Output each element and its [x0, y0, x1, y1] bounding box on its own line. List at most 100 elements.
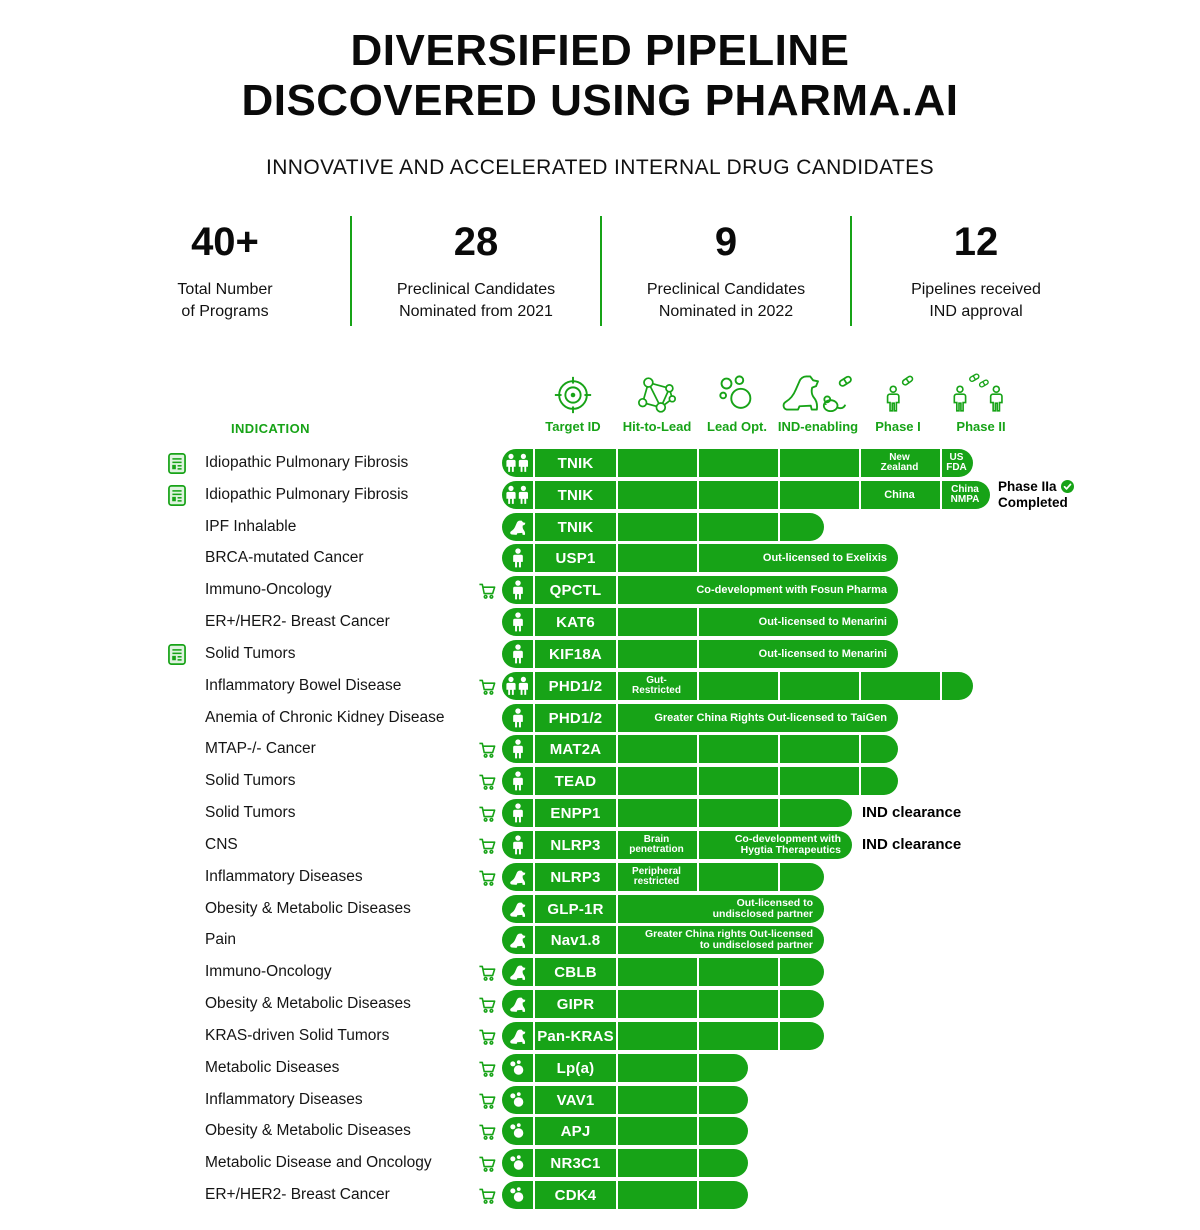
stat-value: 12 — [953, 220, 999, 264]
bar-annotation: Out-licensed to Menarini — [758, 648, 887, 660]
phase-column-0: Target ID — [518, 370, 628, 434]
person-icon — [502, 799, 533, 827]
status-text: IND clearance — [862, 836, 962, 853]
stage-divider — [533, 608, 535, 636]
stage-divider — [533, 990, 535, 1018]
indication-label: Inflammatory Diseases — [205, 1091, 363, 1108]
cart-icon — [478, 1122, 498, 1142]
bar-annotation: New Zealand — [880, 451, 919, 473]
phase-column-label: Phase I — [875, 419, 921, 434]
molecules-icon — [502, 1054, 533, 1082]
pipeline-bar: TEAD — [502, 767, 898, 795]
indication-label: BRCA-mutated Cancer — [205, 549, 364, 566]
pipeline-bar: VAV1 — [502, 1086, 748, 1114]
phase2a-completed-status: Phase IIa Completed — [998, 479, 1074, 511]
phase-column-5: Phase II — [926, 370, 1036, 434]
stat-value: 28 — [453, 220, 499, 264]
pipeline-bar: NLRP3 Peripheral restricted — [502, 863, 824, 891]
stat-item-0: 40+ Total Number of Programs — [100, 216, 350, 326]
target-label: NR3C1 — [550, 1154, 601, 1172]
target-label: NLRP3 — [550, 836, 601, 854]
stage-divider — [697, 1054, 699, 1082]
pipeline-bar: USP1 Out-licensed to Exelixis — [502, 544, 898, 572]
stage-divider — [859, 767, 861, 795]
molecules-icon — [502, 1149, 533, 1177]
person-icon — [502, 576, 533, 604]
stage-divider — [778, 735, 780, 763]
status-line: Phase IIa — [998, 479, 1074, 495]
target-label: CBLB — [554, 963, 597, 981]
indication-label: Immuno-Oncology — [205, 581, 332, 598]
indication-label: Solid Tumors — [205, 645, 296, 662]
pipeline-bar: APJ — [502, 1117, 748, 1145]
cart-icon — [478, 1091, 498, 1111]
pipeline-bar: NR3C1 — [502, 1149, 748, 1177]
indication-label: Inflammatory Diseases — [205, 868, 363, 885]
pipeline-bar: PHD1/2 Gut- Restricted — [502, 672, 973, 700]
target-label: QPCTL — [549, 581, 602, 599]
person-icon — [502, 544, 533, 572]
stage-divider — [533, 863, 535, 891]
status-text: IND clearance — [862, 804, 962, 821]
stage-divider — [533, 513, 535, 541]
stat-label: Preclinical Candidates Nominated from 20… — [396, 281, 556, 320]
pipeline-bar: Pan-KRAS — [502, 1022, 824, 1050]
stage-divider — [616, 1181, 618, 1209]
target-id-icon — [518, 370, 628, 416]
target-label: USP1 — [555, 549, 596, 567]
stage-divider — [616, 640, 618, 668]
stage-divider — [859, 672, 861, 700]
stage-divider — [533, 799, 535, 827]
indication-label: Obesity & Metabolic Diseases — [205, 1122, 411, 1139]
two-person-icon — [502, 449, 533, 477]
cart-icon — [478, 1027, 498, 1047]
target-label: GLP-1R — [547, 900, 604, 918]
stage-divider — [533, 831, 535, 859]
indication-label: Metabolic Diseases — [205, 1059, 340, 1076]
indication-label: Solid Tumors — [205, 804, 296, 821]
cart-icon — [478, 581, 498, 601]
stage-divider — [697, 767, 699, 795]
stage-divider — [778, 863, 780, 891]
stage-divider — [697, 990, 699, 1018]
target-label: KAT6 — [556, 613, 595, 631]
status-line: Completed — [998, 495, 1068, 510]
stage-divider — [697, 672, 699, 700]
pipeline-bar: KAT6 Out-licensed to Menarini — [502, 608, 898, 636]
target-label: TNIK — [557, 486, 594, 504]
stage-divider — [533, 895, 535, 923]
stat-value: 9 — [714, 220, 738, 264]
target-label: APJ — [560, 1122, 591, 1140]
stage-divider — [778, 672, 780, 700]
phase-column-4: Phase I — [843, 370, 953, 434]
stage-divider — [533, 767, 535, 795]
pipeline-bar: GLP-1R Out-licensed to undisclosed partne… — [502, 895, 824, 923]
stage-divider — [533, 576, 535, 604]
pipeline-bar: PHD1/2 Greater China Rights Out-licensed … — [502, 704, 898, 732]
stage-divider — [533, 926, 535, 954]
stage-divider — [616, 799, 618, 827]
phase-column-2: Lead Opt. — [682, 370, 792, 434]
stage-divider — [697, 863, 699, 891]
stage-divider — [616, 608, 618, 636]
stage-divider — [533, 1022, 535, 1050]
bar-annotation: Greater China Rights Out-licensed to Tai… — [654, 712, 887, 724]
phase1-icon — [843, 370, 953, 416]
pipeline-bar: CDK4 — [502, 1181, 748, 1209]
stage-divider — [616, 926, 618, 954]
stage-divider — [533, 704, 535, 732]
stat-label: Total Number of Programs — [177, 281, 273, 320]
target-label: MAT2A — [549, 740, 602, 758]
stage-divider — [616, 544, 618, 572]
stage-divider — [697, 640, 699, 668]
stage-divider — [533, 1181, 535, 1209]
stage-divider — [616, 1054, 618, 1082]
phase2-icon — [926, 370, 1036, 416]
bar-annotation: Co-development with Hygtia Therapeutics — [734, 832, 841, 856]
stage-divider — [616, 767, 618, 795]
stage-divider — [533, 672, 535, 700]
pipeline-bar: TNIK New Zealand US FDA — [502, 449, 973, 477]
stage-divider — [940, 672, 942, 700]
stage-divider — [616, 672, 618, 700]
